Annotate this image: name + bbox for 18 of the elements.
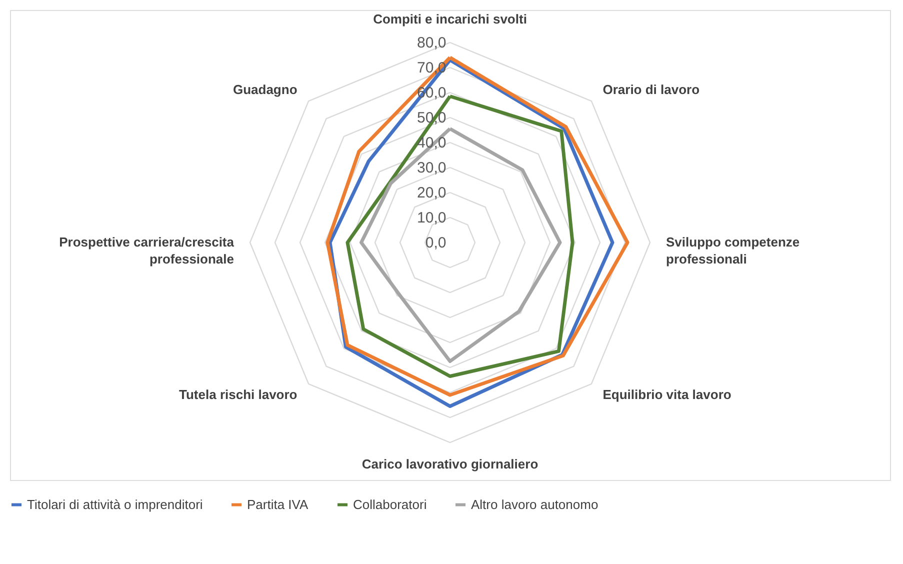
legend-label: Altro lavoro autonomo [471, 496, 598, 512]
y-tick-label: 10,0 [417, 210, 446, 226]
spoke-label: Compiti e incarichi svolti [373, 12, 527, 26]
y-tick-label: 80,0 [417, 34, 446, 52]
y-tick-label: 30,0 [417, 160, 446, 176]
spoke-label: Tutela rischi lavoro [179, 387, 298, 402]
spoke-label: Prospettive carriera/crescita professionale [59, 234, 235, 266]
legend-label: Partita IVA [247, 496, 308, 512]
spoke-label: Sviluppo competenze professionali [666, 234, 800, 266]
spoke-label: Equilibrio vita lavoro [602, 387, 732, 402]
legend-label: Collaboratori [353, 496, 427, 512]
spoke-label: Orario di lavoro [602, 82, 700, 97]
spoke-label: Carico lavorativo giornaliero [362, 456, 538, 472]
y-tick-label: 40,0 [417, 134, 446, 152]
legend-label: Titolari di attività o imprenditori [27, 496, 203, 512]
spoke-label: Guadagno [232, 82, 298, 97]
y-tick-label: 20,0 [417, 184, 446, 202]
y-tick-label: 0,0 [425, 234, 446, 252]
